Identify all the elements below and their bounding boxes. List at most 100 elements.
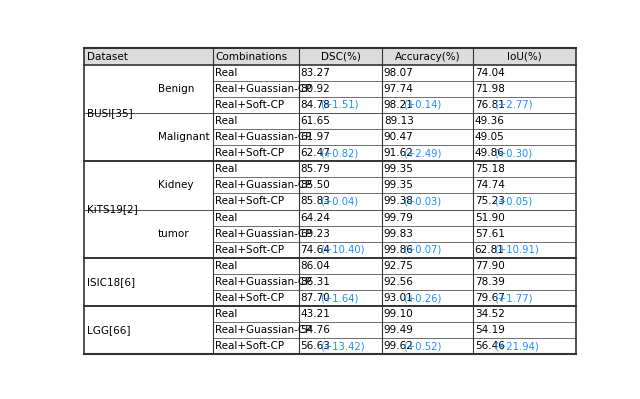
Text: 99.83: 99.83 (384, 229, 413, 239)
Text: KiTS19[2]: KiTS19[2] (87, 205, 138, 215)
Text: Kidney: Kidney (157, 180, 193, 190)
Text: 74.04: 74.04 (475, 68, 504, 78)
Text: ISIC18[6]: ISIC18[6] (87, 277, 135, 287)
Text: 98.07: 98.07 (384, 68, 413, 78)
Text: 49.05: 49.05 (475, 132, 504, 142)
Text: (+2.77): (+2.77) (495, 100, 533, 110)
Text: 93.01: 93.01 (384, 293, 413, 303)
Text: (+1.64): (+1.64) (320, 293, 358, 303)
Text: 61.97: 61.97 (300, 132, 330, 142)
Text: 56.63: 56.63 (300, 342, 330, 352)
Text: Benign: Benign (157, 84, 194, 94)
Text: 99.79: 99.79 (384, 213, 413, 223)
Text: Malignant: Malignant (157, 132, 209, 142)
Text: Real+Guassian-CP: Real+Guassian-CP (215, 325, 312, 335)
Text: tumor: tumor (157, 229, 189, 239)
Text: Real+Soft-CP: Real+Soft-CP (215, 148, 284, 158)
Text: 99.35: 99.35 (384, 164, 413, 174)
Text: 85.83: 85.83 (300, 196, 330, 207)
Text: Real: Real (215, 68, 237, 78)
Text: 64.24: 64.24 (300, 213, 330, 223)
Text: 90.47: 90.47 (384, 132, 413, 142)
Text: 74.74: 74.74 (475, 180, 504, 190)
Text: 80.92: 80.92 (300, 84, 330, 94)
Text: (+1.51): (+1.51) (320, 100, 358, 110)
Text: 76.81: 76.81 (475, 100, 504, 110)
Text: 97.74: 97.74 (384, 84, 413, 94)
Text: 69.23: 69.23 (300, 229, 330, 239)
Text: Dataset: Dataset (87, 51, 128, 61)
Text: (+0.52): (+0.52) (403, 342, 442, 352)
Text: Real: Real (215, 261, 237, 271)
Text: Real: Real (215, 213, 237, 223)
Text: Real+Guassian-CP: Real+Guassian-CP (215, 132, 312, 142)
Text: IoU(%): IoU(%) (507, 51, 541, 61)
Text: 75.23: 75.23 (475, 196, 504, 207)
Bar (84, 49, 575, 65)
Text: Accuracy(%): Accuracy(%) (395, 51, 461, 61)
Text: 99.38: 99.38 (384, 196, 413, 207)
Text: (+0.14): (+0.14) (403, 100, 442, 110)
Text: Real+Soft-CP: Real+Soft-CP (215, 100, 284, 110)
Text: 43.21: 43.21 (300, 309, 330, 319)
Text: Real+Soft-CP: Real+Soft-CP (215, 342, 284, 352)
Text: 92.75: 92.75 (384, 261, 413, 271)
Text: BUSI[35]: BUSI[35] (87, 108, 132, 118)
Text: 89.13: 89.13 (384, 116, 413, 126)
Text: 62.81: 62.81 (475, 245, 504, 255)
Text: Real+Soft-CP: Real+Soft-CP (215, 245, 284, 255)
Text: Real: Real (215, 116, 237, 126)
Text: 49.36: 49.36 (475, 116, 504, 126)
Text: 78.39: 78.39 (475, 277, 504, 287)
Text: Real+Soft-CP: Real+Soft-CP (215, 196, 284, 207)
Text: 61.65: 61.65 (300, 116, 330, 126)
Text: Real: Real (215, 309, 237, 319)
Text: 75.18: 75.18 (475, 164, 504, 174)
Text: 83.27: 83.27 (300, 68, 330, 78)
Text: 34.52: 34.52 (475, 309, 504, 319)
Text: (+21.94): (+21.94) (495, 342, 539, 352)
Text: Real+Soft-CP: Real+Soft-CP (215, 293, 284, 303)
Text: 54.76: 54.76 (300, 325, 330, 335)
Text: Real: Real (215, 164, 237, 174)
Text: 86.31: 86.31 (300, 277, 330, 287)
Text: Real+Guassian-CP: Real+Guassian-CP (215, 84, 312, 94)
Text: 56.46: 56.46 (475, 342, 504, 352)
Text: (+0.05): (+0.05) (495, 196, 532, 207)
Text: 79.67: 79.67 (475, 293, 504, 303)
Text: (+13.42): (+13.42) (320, 342, 365, 352)
Text: 92.56: 92.56 (384, 277, 413, 287)
Text: (+0.04): (+0.04) (320, 196, 358, 207)
Text: (+10.40): (+10.40) (320, 245, 364, 255)
Text: 51.90: 51.90 (475, 213, 504, 223)
Text: 54.19: 54.19 (475, 325, 504, 335)
Text: (+0.30): (+0.30) (495, 148, 532, 158)
Text: 99.86: 99.86 (384, 245, 413, 255)
Text: (+1.77): (+1.77) (495, 293, 533, 303)
Text: 62.47: 62.47 (300, 148, 330, 158)
Text: 99.49: 99.49 (384, 325, 413, 335)
Text: 99.10: 99.10 (384, 309, 413, 319)
Text: 98.21: 98.21 (384, 100, 413, 110)
Text: 84.78: 84.78 (300, 100, 330, 110)
Text: (+0.07): (+0.07) (403, 245, 442, 255)
Text: (+2.49): (+2.49) (403, 148, 442, 158)
Text: (+0.82): (+0.82) (320, 148, 358, 158)
Text: Real+Guassian-CP: Real+Guassian-CP (215, 229, 312, 239)
Text: Combinations: Combinations (215, 51, 287, 61)
Text: 99.35: 99.35 (384, 180, 413, 190)
Text: 85.50: 85.50 (300, 180, 330, 190)
Text: Real+Guassian-CP: Real+Guassian-CP (215, 180, 312, 190)
Text: Real+Guassian-CP: Real+Guassian-CP (215, 277, 312, 287)
Text: DSC(%): DSC(%) (321, 51, 360, 61)
Text: 85.79: 85.79 (300, 164, 330, 174)
Text: 99.62: 99.62 (384, 342, 413, 352)
Text: 91.62: 91.62 (384, 148, 413, 158)
Text: 74.64: 74.64 (300, 245, 330, 255)
Text: 49.86: 49.86 (475, 148, 504, 158)
Text: (+10.91): (+10.91) (495, 245, 539, 255)
Text: 77.90: 77.90 (475, 261, 504, 271)
Text: 57.61: 57.61 (475, 229, 504, 239)
Text: 86.04: 86.04 (300, 261, 330, 271)
Text: (+0.03): (+0.03) (403, 196, 442, 207)
